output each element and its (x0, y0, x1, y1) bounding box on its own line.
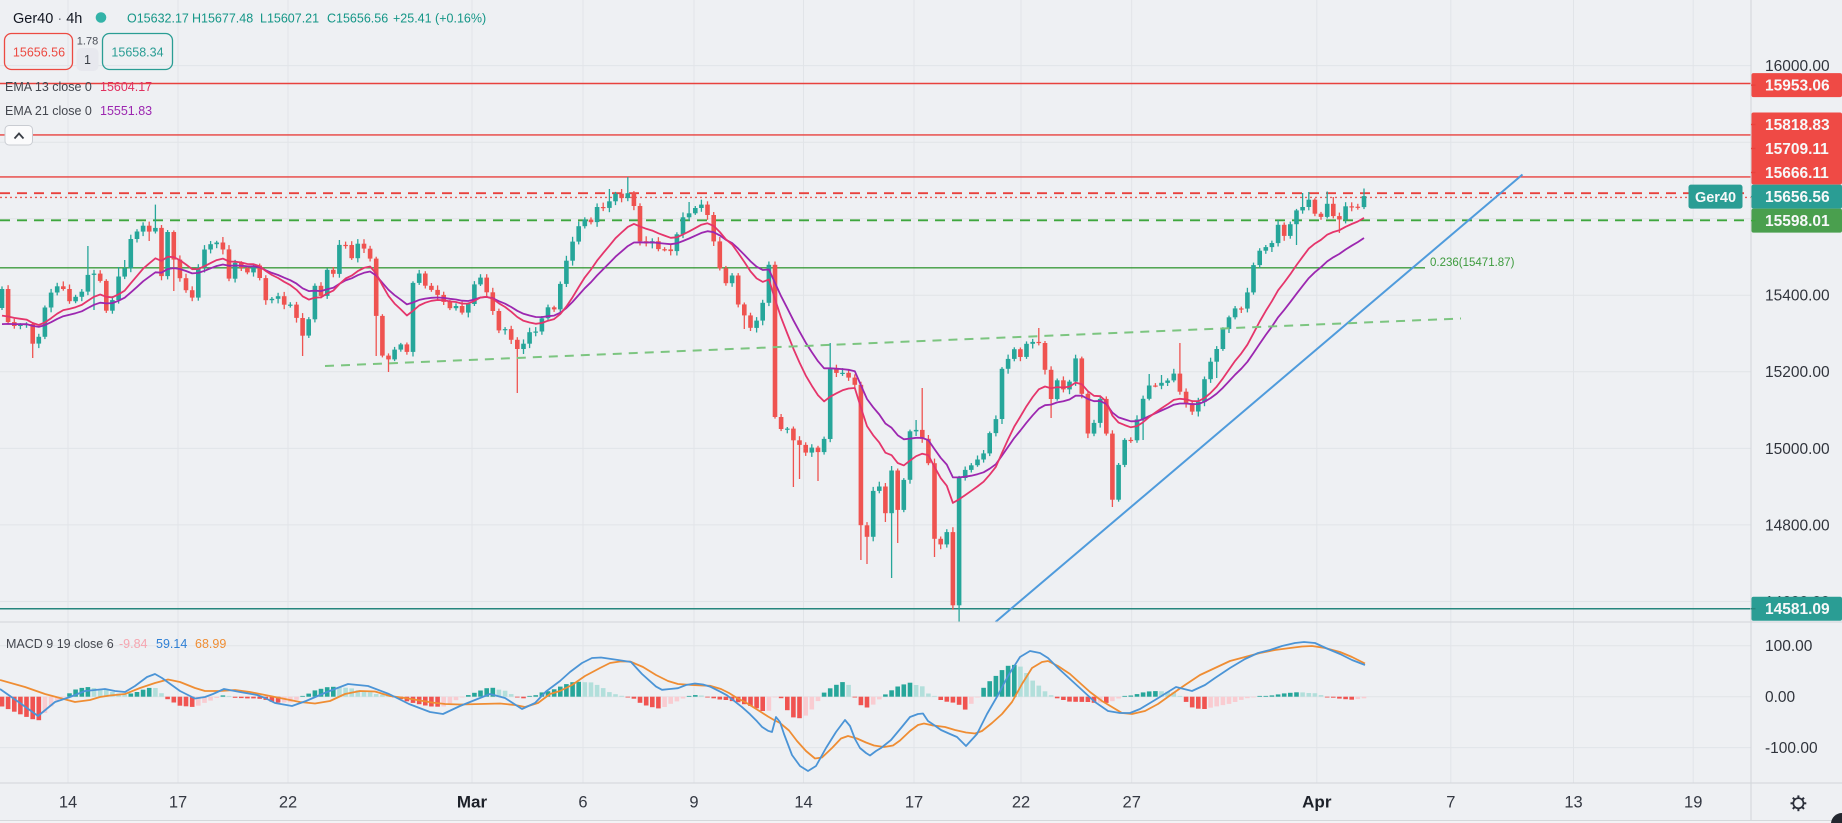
svg-text:68.99: 68.99 (195, 637, 226, 651)
svg-text:Mar: Mar (457, 793, 488, 812)
svg-text:15709.11: 15709.11 (1765, 141, 1829, 158)
svg-text:9: 9 (689, 794, 698, 812)
svg-text:15000.00: 15000.00 (1765, 441, 1830, 458)
svg-text:100.00: 100.00 (1765, 638, 1813, 655)
svg-text:Ger40 · 4h: Ger40 · 4h (13, 11, 82, 27)
svg-text:0.00: 0.00 (1765, 689, 1796, 706)
svg-text:15598.01: 15598.01 (1765, 213, 1830, 230)
svg-text:L15607.21: L15607.21 (260, 12, 319, 26)
svg-text:7: 7 (1446, 794, 1455, 812)
svg-text:-9.84: -9.84 (119, 637, 148, 651)
svg-text:22: 22 (1012, 794, 1030, 812)
svg-text:19: 19 (1684, 794, 1702, 812)
svg-text:1: 1 (84, 53, 91, 67)
svg-text:14800.00: 14800.00 (1765, 517, 1830, 534)
svg-text:15400.00: 15400.00 (1765, 288, 1830, 305)
svg-text:EMA 21 close 0: EMA 21 close 0 (5, 104, 92, 118)
svg-text:15200.00: 15200.00 (1765, 364, 1830, 381)
svg-text:6: 6 (578, 794, 587, 812)
svg-text:15953.06: 15953.06 (1765, 78, 1830, 95)
svg-text:0.236(15471.87): 0.236(15471.87) (1430, 257, 1515, 269)
svg-text:14: 14 (794, 794, 812, 812)
svg-text:15658.34: 15658.34 (111, 46, 163, 60)
svg-text:Ger40: Ger40 (1695, 190, 1736, 206)
svg-text:59.14: 59.14 (156, 637, 187, 651)
svg-text:17: 17 (169, 794, 187, 812)
svg-text:+25.41 (+0.16%): +25.41 (+0.16%) (393, 12, 486, 26)
svg-text:O15632.17: O15632.17 (127, 12, 189, 26)
svg-text:14: 14 (59, 794, 77, 812)
svg-text:15551.83: 15551.83 (100, 104, 152, 118)
svg-text:14581.09: 14581.09 (1765, 601, 1830, 618)
svg-text:1.78: 1.78 (77, 36, 98, 48)
svg-text:EMA 13 close 0: EMA 13 close 0 (5, 80, 92, 94)
svg-text:15666.11: 15666.11 (1765, 165, 1829, 182)
svg-text:MACD 9 19 close 6: MACD 9 19 close 6 (6, 637, 114, 651)
svg-text:27: 27 (1123, 794, 1141, 812)
svg-text:13: 13 (1564, 794, 1582, 812)
svg-text:16000.00: 16000.00 (1765, 58, 1830, 75)
svg-text:15818.83: 15818.83 (1765, 117, 1830, 134)
svg-text:H15677.48: H15677.48 (192, 12, 253, 26)
svg-text:17: 17 (905, 794, 923, 812)
svg-text:22: 22 (279, 794, 297, 812)
svg-text:15656.56: 15656.56 (13, 46, 65, 60)
svg-text:15604.17: 15604.17 (100, 80, 152, 94)
svg-text:-100.00: -100.00 (1765, 740, 1818, 757)
svg-text:Apr: Apr (1302, 793, 1332, 812)
svg-text:C15656.56: C15656.56 (327, 12, 388, 26)
svg-text:15656.56: 15656.56 (1765, 189, 1830, 206)
